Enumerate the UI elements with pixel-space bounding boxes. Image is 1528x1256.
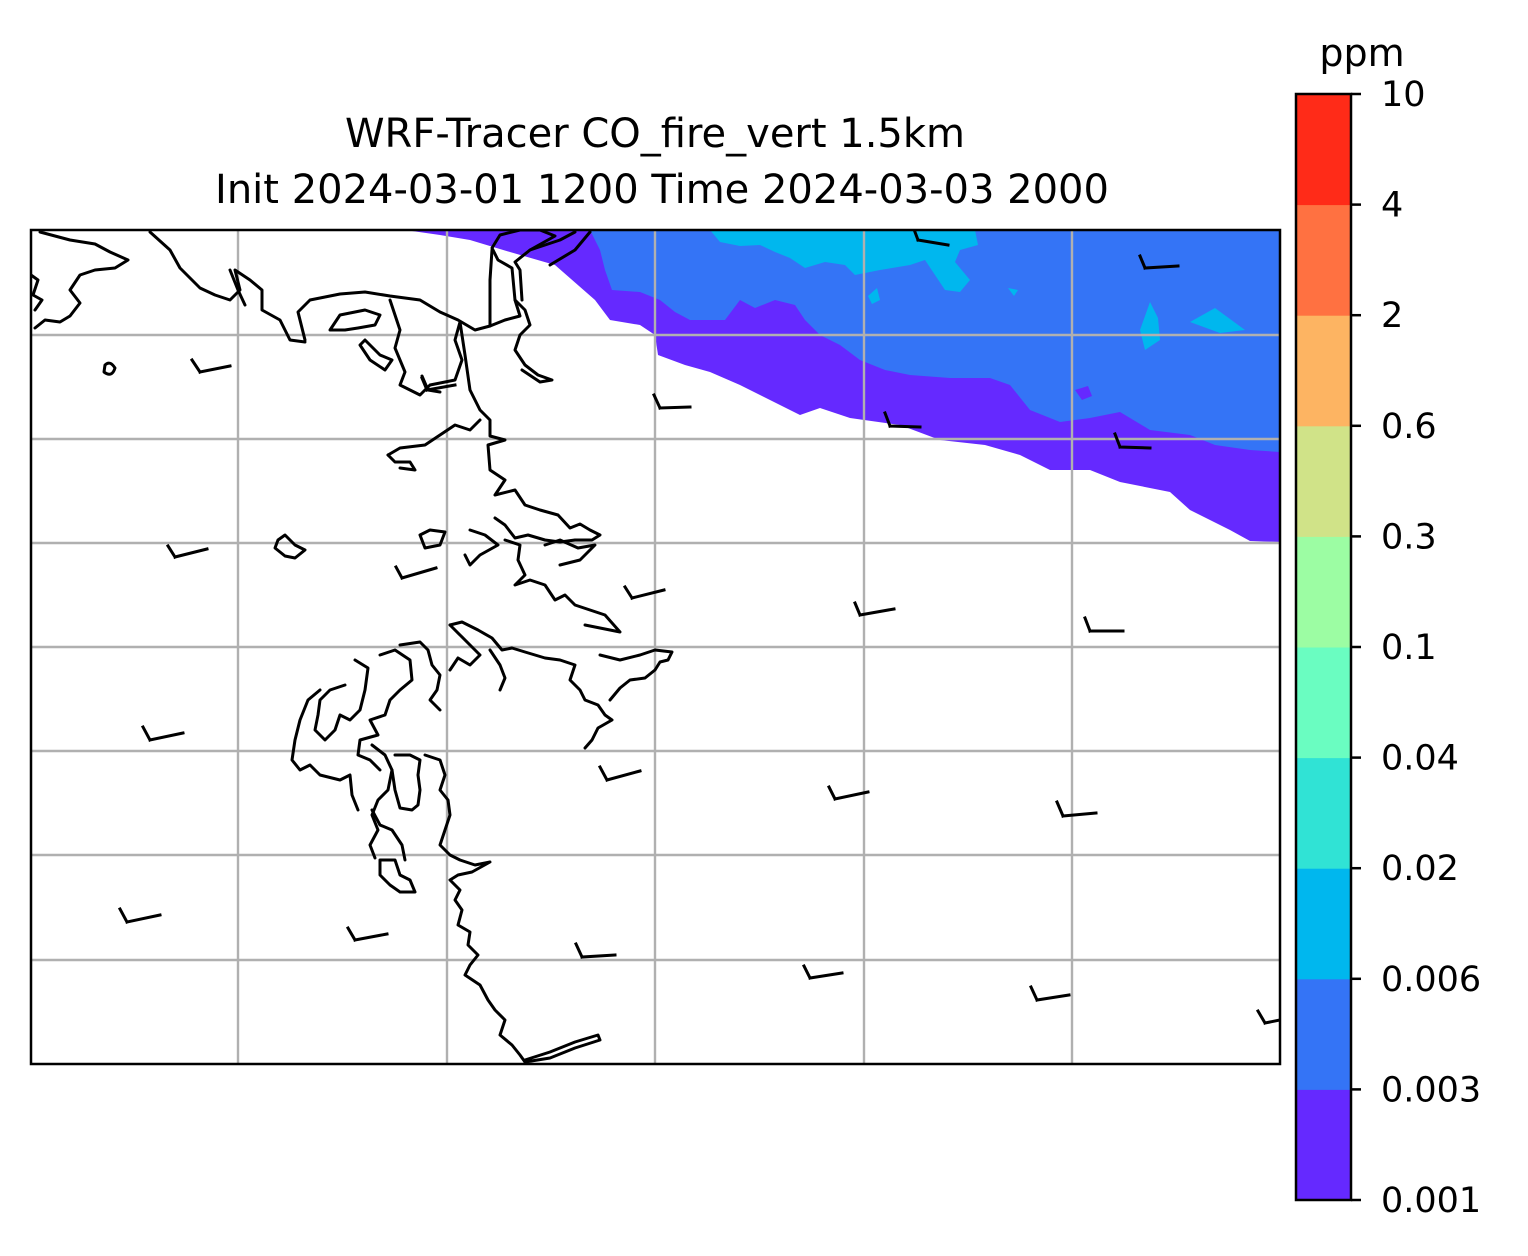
colorbar-segment bbox=[1296, 204, 1351, 316]
colorbar-segment bbox=[1296, 94, 1351, 206]
colorbar-tick-label: 0.04 bbox=[1381, 739, 1459, 779]
map-area bbox=[31, 230, 1280, 1064]
colorbar-tick-label: 2 bbox=[1381, 296, 1403, 336]
colorbar-segment bbox=[1296, 868, 1351, 980]
co-contour-fill-0.003 bbox=[590, 230, 1280, 452]
colorbar-segment bbox=[1296, 978, 1351, 1090]
colorbar-segment bbox=[1296, 536, 1351, 648]
colorbar-tick-label: 0.006 bbox=[1381, 960, 1481, 1000]
colorbar-segment bbox=[1296, 1089, 1351, 1201]
colorbar-tick-label: 4 bbox=[1381, 186, 1403, 226]
co-contour-fill-0.001-island bbox=[1075, 386, 1092, 400]
map-frame bbox=[29, 228, 1282, 1066]
colorbar-unit-label: ppm bbox=[1319, 31, 1404, 75]
colorbar-tick-label: 10 bbox=[1381, 75, 1426, 115]
colorbar-tick-label: 0.003 bbox=[1381, 1070, 1481, 1110]
colorbar-tick-label: 0.1 bbox=[1381, 628, 1437, 668]
co-contour-fill-0.006 bbox=[710, 230, 978, 292]
colorbar-segment bbox=[1296, 647, 1351, 759]
colorbar-tick-label: 0.02 bbox=[1381, 849, 1459, 889]
title-line-2: Init 2024-03-01 1200 Time 2024-03-03 200… bbox=[215, 167, 1109, 213]
wind-barbs bbox=[117, 230, 1280, 1026]
coastlines bbox=[31, 230, 674, 1064]
gridlines bbox=[31, 230, 1280, 1064]
title-line-1: WRF-Tracer CO_fire_vert 1.5km bbox=[345, 111, 965, 157]
colorbar-segment bbox=[1296, 315, 1351, 427]
colorbar-tick-label: 0.6 bbox=[1381, 407, 1437, 447]
colorbar: 0.001 0.003 0.006 0.02 0.04 0.1 0.3 0.6 2 4 10 bbox=[1294, 75, 1481, 1221]
colorbar-tick-label: 0.3 bbox=[1381, 517, 1437, 557]
colorbar-segment bbox=[1296, 757, 1351, 869]
colorbar-segment bbox=[1296, 425, 1351, 537]
colorbar-tick-label: 0.001 bbox=[1381, 1181, 1481, 1221]
